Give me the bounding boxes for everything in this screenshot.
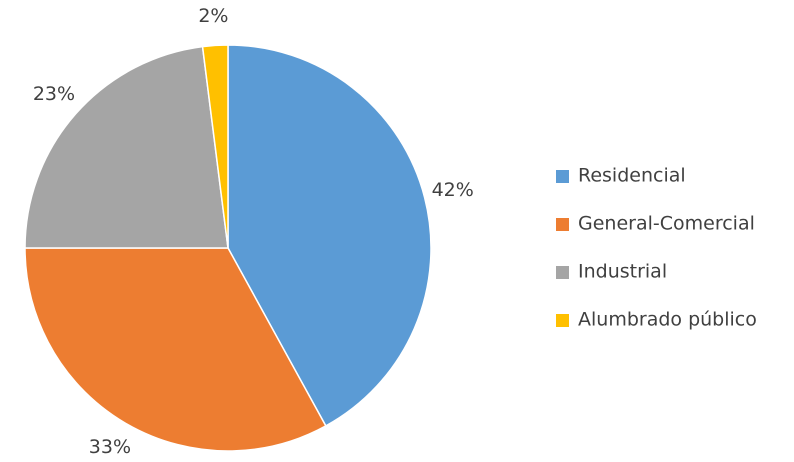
legend-label: General-Comercial	[578, 213, 755, 235]
pie-slice	[227, 44, 432, 427]
legend-swatch	[556, 314, 569, 327]
pie-slice	[201, 44, 229, 249]
data-label: 42%	[432, 179, 474, 201]
legend-swatch	[556, 218, 569, 231]
data-label: 23%	[33, 83, 75, 105]
legend-label: Residencial	[578, 165, 686, 187]
data-label: 33%	[89, 436, 131, 458]
legend-swatch	[556, 266, 569, 279]
legend-label: Industrial	[578, 261, 667, 283]
pie-slice	[24, 45, 229, 249]
legend-swatch	[556, 170, 569, 183]
legend-label: Alumbrado público	[578, 309, 757, 331]
data-label: 2%	[198, 5, 228, 27]
pie-slice	[24, 247, 327, 452]
